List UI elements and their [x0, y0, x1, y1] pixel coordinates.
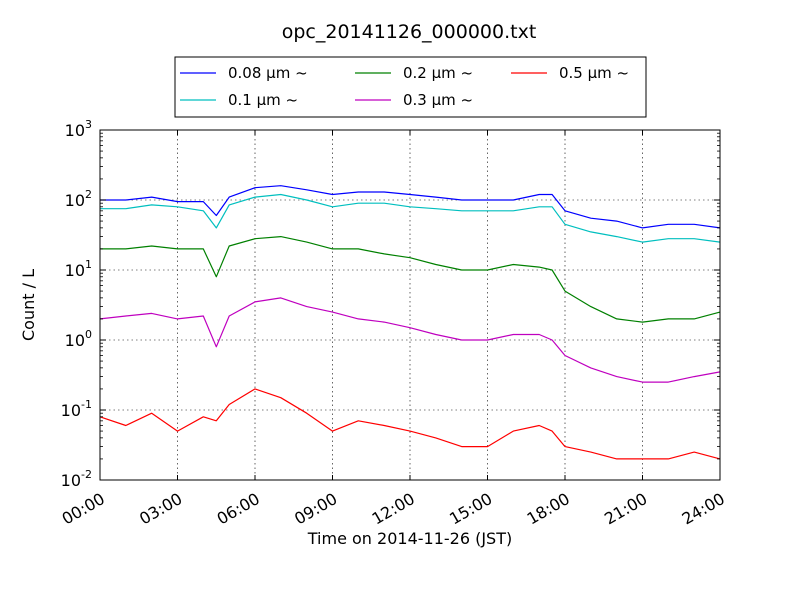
x-tick-label: 15:00 [446, 489, 495, 529]
x-tick-label: 06:00 [214, 489, 263, 529]
y-tick-label: 100 [65, 328, 92, 350]
y-tick-base: 10 [61, 401, 81, 420]
x-tick-label: 12:00 [369, 489, 418, 529]
y-tick-base: 10 [65, 331, 85, 350]
y-tick-label: 10-2 [61, 468, 92, 490]
x-tick-label: 21:00 [601, 489, 650, 529]
y-tick-label: 101 [65, 258, 92, 280]
y-tick-base: 10 [65, 191, 85, 210]
y-tick-label: 10-1 [61, 398, 92, 420]
series-layer [99, 185, 721, 460]
legend: 0.08 μm ~ 0.1 μm ~ 0.2 μm ~ 0.3 μm ~ 0.5 μm … [174, 56, 647, 118]
y-tick-base: 10 [65, 261, 85, 280]
legend-entries: 0.08 μm ~ 0.1 μm ~ 0.2 μm ~ 0.3 μm ~ 0.5 μm … [180, 64, 629, 109]
x-tick-label: 18:00 [524, 489, 573, 529]
plot-area [100, 130, 720, 480]
x-tick-label: 03:00 [136, 489, 185, 529]
series-line-5 [99, 388, 721, 460]
y-axis-label: Count / L [19, 269, 38, 341]
x-tick-labels: 00:00 03:00 06:00 09:00 12:00 15:00 18:00 21:00… [59, 489, 728, 529]
x-tick-label: 09:00 [291, 489, 340, 529]
x-tick-label: 24:00 [679, 489, 728, 529]
y-tick-exponent: -2 [81, 468, 92, 481]
y-tick-exponent: 2 [85, 188, 92, 201]
chart-title: opc_20141126_000000.txt [282, 21, 537, 43]
legend-label: 0.2 μm ~ [403, 64, 473, 82]
y-tick-exponent: -1 [81, 398, 92, 411]
x-axis-label: Time on 2014-11-26 (JST) [307, 529, 512, 548]
x-tick-label: 00:00 [59, 489, 108, 529]
series-line-4 [99, 297, 721, 383]
tick-layer [99, 129, 721, 481]
y-tick-exponent: 3 [85, 118, 92, 131]
series-line-2 [100, 193, 721, 243]
series-line-1 [100, 185, 721, 229]
legend-box [174, 56, 647, 118]
legend-label: 0.3 μm ~ [403, 91, 473, 109]
y-tick-base: 10 [61, 471, 81, 490]
legend-label: 0.08 μm ~ [228, 64, 308, 82]
y-tick-exponent: 1 [85, 258, 92, 271]
series-line-3 [100, 236, 721, 323]
legend-label: 0.5 μm ~ [559, 64, 629, 82]
y-tick-base: 10 [65, 121, 85, 140]
legend-label: 0.1 μm ~ [228, 91, 298, 109]
y-tick-exponent: 0 [85, 328, 92, 341]
y-tick-label: 103 [65, 118, 92, 140]
y-tick-label: 102 [65, 188, 92, 210]
